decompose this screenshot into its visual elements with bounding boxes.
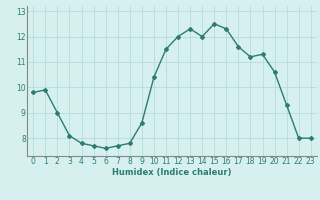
X-axis label: Humidex (Indice chaleur): Humidex (Indice chaleur) <box>112 168 232 177</box>
